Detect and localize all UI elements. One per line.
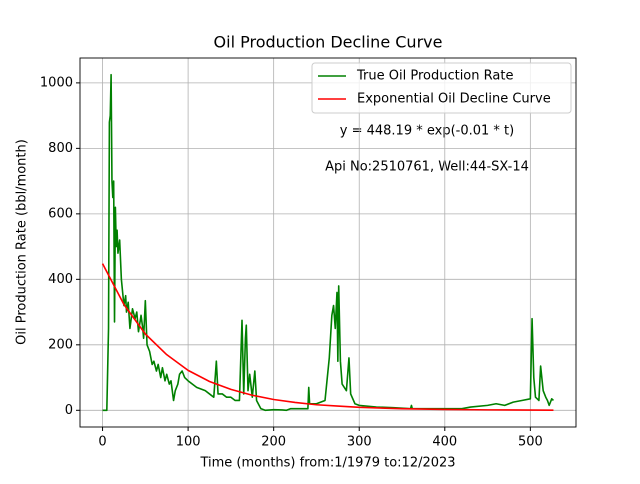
chart-title: Oil Production Decline Curve (214, 33, 443, 52)
legend-box (311, 62, 572, 114)
legend-label: Exponential Oil Decline Curve (357, 92, 551, 107)
line (101, 263, 554, 411)
x-tick-label: 0 (98, 435, 106, 450)
y-tick-label: 400 (48, 272, 73, 287)
x-tick-label: 500 (518, 435, 543, 450)
x-tick-label: 400 (432, 435, 457, 450)
y-axis-label: Oil Production Rate (bbl/month) (15, 139, 30, 345)
annotation: Api No:2510761, Well:44-SX-14 (325, 160, 529, 175)
x-tick-label: 200 (261, 435, 286, 450)
axes-frame (79, 57, 577, 428)
x-tick-label: 300 (347, 435, 372, 450)
x-tick-label: 100 (176, 435, 201, 450)
legend-label: True Oil Production Rate (356, 69, 513, 84)
y-tick-label: 800 (48, 141, 73, 156)
y-tick-label: 1000 (40, 75, 73, 90)
y-tick-label: 600 (48, 206, 73, 221)
annotation: y = 448.19 * exp(-0.01 * t) (340, 124, 514, 139)
x-axis-label: Time (months) from:1/1979 to:12/2023 (199, 456, 455, 471)
y-tick-label: 0 (65, 403, 73, 418)
y-tick-label: 200 (48, 337, 73, 352)
